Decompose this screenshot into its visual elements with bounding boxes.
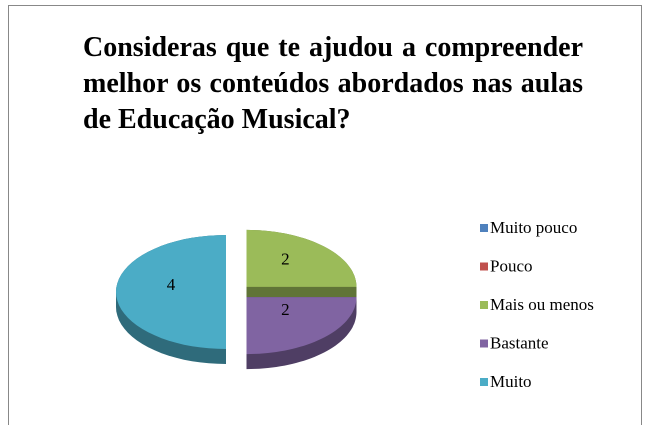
data-label: 4 (167, 275, 176, 294)
chart-frame (8, 5, 642, 425)
legend-label: Mais ou menos (490, 295, 594, 314)
legend-swatch (480, 262, 488, 271)
legend-swatch (480, 378, 488, 386)
data-label: 2 (281, 300, 290, 319)
legend-swatch (480, 301, 488, 309)
data-label: 2 (281, 250, 290, 269)
legend-label: Muito (490, 372, 532, 391)
pie-slice (116, 235, 226, 349)
pie-slice (246, 229, 357, 287)
legend-label: Pouco (490, 256, 533, 275)
legend-swatch (480, 224, 488, 232)
legend-swatch (480, 339, 488, 348)
legend-label: Bastante (490, 333, 549, 352)
pie-slice (246, 297, 357, 355)
legend-label: Muito pouco (490, 218, 577, 237)
chart-title: Consideras que te ajudou a compreender m… (83, 32, 583, 135)
